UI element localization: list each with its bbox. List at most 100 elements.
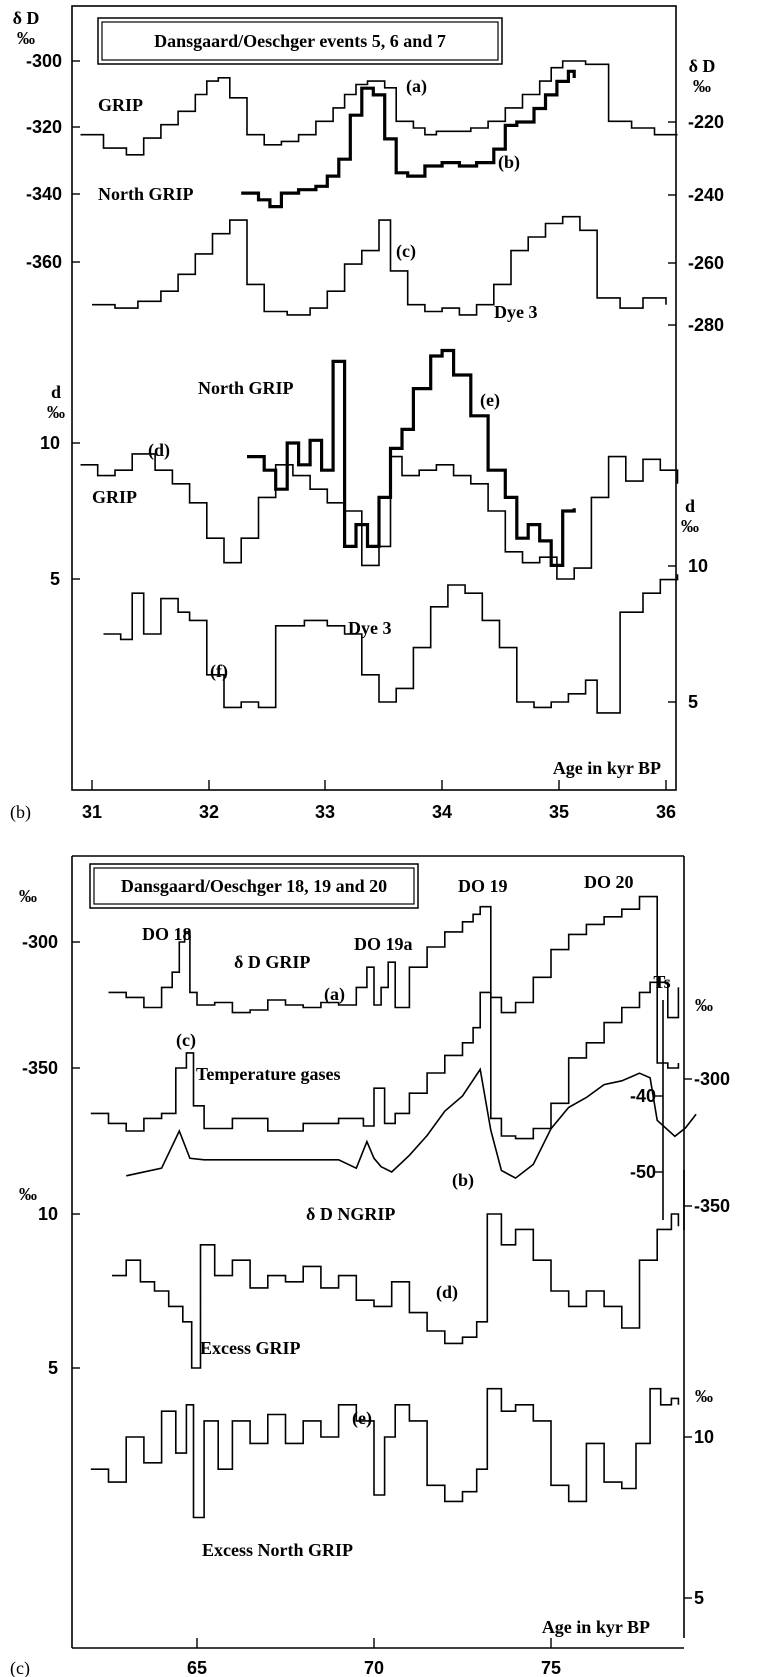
panel-b-right-dD-permil: ‰ bbox=[693, 76, 711, 96]
label-dye3-c: Dye 3 bbox=[494, 302, 538, 322]
tick-label: 5 bbox=[48, 1358, 58, 1378]
series-excess-north-grip-line bbox=[90, 1387, 680, 1519]
tick-label: 10 bbox=[40, 433, 60, 453]
series-grip-line bbox=[80, 60, 678, 156]
panel-c-right-d-ticks: 10 5 bbox=[684, 1427, 714, 1608]
panel-c-series bbox=[90, 895, 697, 1519]
tick-label: -350 bbox=[22, 1058, 58, 1078]
label-c: (c) bbox=[176, 1030, 196, 1051]
panel-c-left-permil-top: ‰ bbox=[19, 886, 37, 906]
tick-label: -300 bbox=[694, 1069, 730, 1089]
panel-b-left-d-permil: ‰ bbox=[47, 402, 65, 422]
label-dD-ngrip: δ D NGRIP bbox=[306, 1204, 395, 1224]
series-d-grip-line bbox=[108, 895, 680, 1019]
tick-label: -220 bbox=[688, 112, 724, 132]
tick-label: 10 bbox=[688, 556, 708, 576]
panel-b-right-dD-unit: δ D bbox=[689, 56, 716, 76]
label-dye3-f: Dye 3 bbox=[348, 618, 392, 638]
label-grip-d: GRIP bbox=[92, 487, 137, 507]
tick-label: -50 bbox=[630, 1162, 656, 1182]
panel-b-left-dD-permil: ‰ bbox=[17, 28, 35, 48]
panel-b-right-dD-ticks: -220 -240 -260 -280 bbox=[668, 112, 724, 335]
panel-b-series bbox=[80, 60, 679, 714]
tick-label: 34 bbox=[432, 802, 452, 822]
tick-label: -360 bbox=[26, 252, 62, 272]
label-ngrip-b: North GRIP bbox=[98, 184, 194, 204]
panel-b-left-dD-unit: δ D bbox=[13, 8, 40, 28]
panel-c-left-top-ticks: -300 -350 bbox=[22, 932, 80, 1078]
label-excess-ngrip: Excess North GRIP bbox=[202, 1540, 353, 1560]
panel-c-ts-ticks: -40 -50 bbox=[630, 1086, 663, 1182]
series-north-grip-line bbox=[247, 348, 576, 567]
label-b: (b) bbox=[452, 1170, 474, 1191]
panel-b-frame bbox=[71, 5, 677, 791]
label-excess-grip: Excess GRIP bbox=[200, 1338, 301, 1358]
tick-label: -240 bbox=[688, 185, 724, 205]
tick-label: 65 bbox=[187, 1658, 207, 1677]
panel-c-left-permil-mid: ‰ bbox=[19, 1184, 37, 1204]
series-temperature-gases-line bbox=[126, 1067, 697, 1180]
tick-label: 5 bbox=[50, 569, 60, 589]
panel-b-x-ticks: 31 32 33 34 35 36 bbox=[82, 780, 676, 822]
label-do18: DO 18 bbox=[142, 924, 192, 944]
tick-label: 33 bbox=[315, 802, 335, 822]
tick-label: -40 bbox=[630, 1086, 656, 1106]
panel-b-title-box: Dansgaard/Oeschger events 5, 6 and 7 bbox=[97, 17, 503, 65]
panel-c-panel-label: (c) bbox=[10, 1658, 30, 1677]
panel-c-x-ticks: 65 70 75 bbox=[187, 1638, 561, 1677]
tick-label: 10 bbox=[694, 1427, 714, 1447]
tick-label: 5 bbox=[694, 1588, 704, 1608]
label-dD-grip: δ D GRIP bbox=[234, 952, 310, 972]
label-b: (b) bbox=[498, 152, 520, 173]
series-grip-line bbox=[80, 453, 679, 580]
label-c: (c) bbox=[396, 241, 416, 262]
tick-label: -280 bbox=[688, 315, 724, 335]
tick-label: 70 bbox=[364, 1658, 384, 1677]
panel-c-right-dD-ticks: -300 -350 bbox=[684, 1069, 730, 1216]
panel-c-title: Dansgaard/Oeschger 18, 19 and 20 bbox=[121, 876, 387, 896]
tick-label: -340 bbox=[26, 184, 62, 204]
tick-label: 31 bbox=[82, 802, 102, 822]
panel-b-right-d-permil: ‰ bbox=[681, 516, 699, 536]
panel-c-title-box: Dansgaard/Oeschger 18, 19 and 20 bbox=[89, 863, 419, 909]
panel-b-xlabel: Age in kyr BP bbox=[553, 758, 661, 778]
label-d: (d) bbox=[436, 1282, 458, 1303]
series-d-ngrip-line bbox=[90, 981, 680, 1140]
panel-b-title: Dansgaard/Oeschger events 5, 6 and 7 bbox=[154, 31, 446, 51]
label-ngrip-e: North GRIP bbox=[198, 378, 294, 398]
series-dye-3-line bbox=[92, 215, 667, 316]
tick-label: -260 bbox=[688, 253, 724, 273]
panel-b-left-d-unit: d bbox=[51, 382, 61, 402]
label-do20: DO 20 bbox=[584, 872, 634, 892]
panel-b-right-d-ticks: 10 5 bbox=[668, 556, 708, 712]
series-north-grip-line bbox=[241, 69, 576, 209]
label-a: (a) bbox=[406, 76, 427, 97]
panel-c-xlabel: Age in kyr BP bbox=[542, 1617, 650, 1637]
label-d: (d) bbox=[148, 440, 170, 461]
tick-label: -350 bbox=[694, 1196, 730, 1216]
series-excess-grip-line bbox=[112, 1213, 680, 1369]
panel-b-right-d-unit: d bbox=[685, 496, 695, 516]
label-f: (f) bbox=[210, 661, 228, 682]
tick-label: -300 bbox=[26, 51, 62, 71]
label-do19: DO 19 bbox=[458, 876, 508, 896]
panel-b-left-dD-ticks: -300 -320 -340 -360 bbox=[26, 51, 80, 272]
tick-label: 35 bbox=[549, 802, 569, 822]
label-do19a: DO 19a bbox=[354, 934, 413, 954]
panel-c-right-permil-2: ‰ bbox=[695, 1386, 713, 1406]
panel-c-left-mid-ticks: 10 5 bbox=[38, 1204, 80, 1378]
label-grip-a: GRIP bbox=[98, 95, 143, 115]
panel-c-right-permil-1: ‰ bbox=[695, 995, 713, 1015]
panel-b: Dansgaard/Oeschger events 5, 6 and 7 δ D… bbox=[10, 5, 724, 823]
series-dye-3-line bbox=[103, 574, 679, 714]
label-e: (e) bbox=[480, 390, 500, 411]
tick-label: -300 bbox=[22, 932, 58, 952]
tick-label: 10 bbox=[38, 1204, 58, 1224]
panel-b-left-d-ticks: 10 5 bbox=[40, 433, 80, 589]
label-temp-gases: Temperature gases bbox=[196, 1064, 340, 1084]
label-e: (e) bbox=[352, 1408, 372, 1429]
tick-label: 36 bbox=[656, 802, 676, 822]
tick-label: 75 bbox=[541, 1658, 561, 1677]
panel-c: Dansgaard/Oeschger 18, 19 and 20 ‰ -300 … bbox=[10, 855, 730, 1677]
